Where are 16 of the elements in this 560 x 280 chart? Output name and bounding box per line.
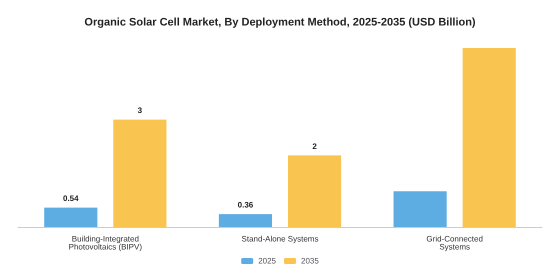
bar	[44, 208, 98, 227]
legend-label: 2035	[301, 256, 320, 266]
x-tick-label: Building-Integrated Photovoltaics (BIPV)	[68, 234, 142, 252]
legend-label: 2025	[258, 256, 277, 266]
x-tick-label: Stand-Alone Systems	[242, 234, 318, 244]
chart-title: Organic Solar Cell Market, By Deployment Method, 2025-2035 (USD Billion)	[84, 16, 476, 28]
bar	[288, 155, 342, 227]
data-label: 3	[138, 106, 143, 116]
bar	[113, 120, 166, 227]
bar	[462, 48, 516, 227]
bar	[218, 214, 272, 227]
data-label: 0.36	[238, 200, 254, 210]
data-label: 0.54	[62, 194, 80, 204]
bar	[394, 191, 447, 227]
x-tick-label: Grid-Connected Systems	[426, 234, 483, 252]
data-label: 2	[312, 142, 318, 151]
